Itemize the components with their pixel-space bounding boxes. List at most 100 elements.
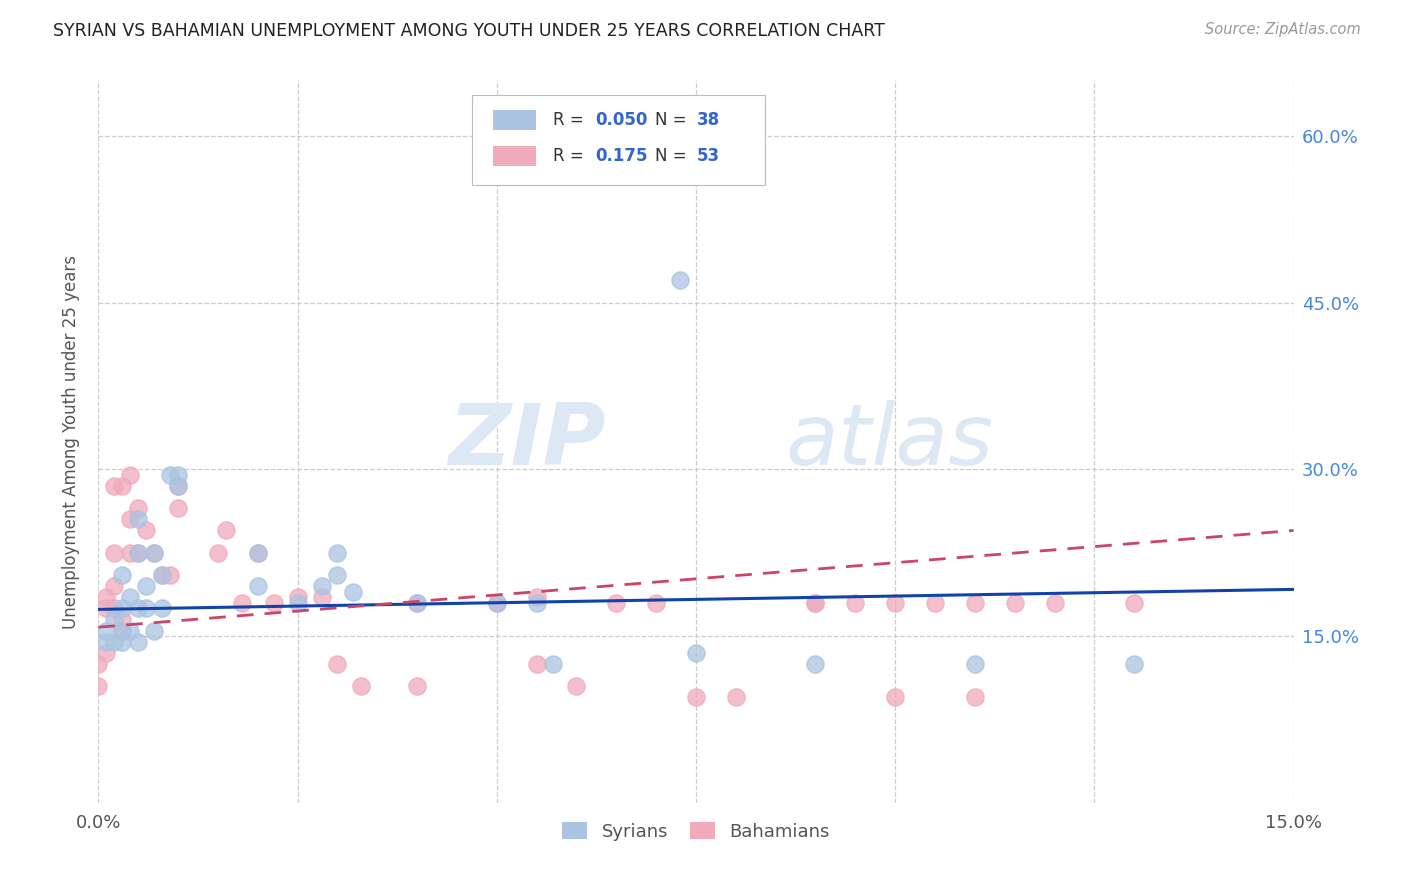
- Point: [326, 657, 349, 671]
- Point: [120, 546, 142, 560]
- Point: [87, 679, 110, 693]
- Point: [526, 657, 548, 671]
- Text: Source: ZipAtlas.com: Source: ZipAtlas.com: [1205, 22, 1361, 37]
- Point: [231, 596, 253, 610]
- Point: [350, 679, 373, 693]
- Point: [884, 596, 907, 610]
- Text: SYRIAN VS BAHAMIAN UNEMPLOYMENT AMONG YOUTH UNDER 25 YEARS CORRELATION CHART: SYRIAN VS BAHAMIAN UNEMPLOYMENT AMONG YO…: [53, 22, 886, 40]
- Point: [120, 512, 142, 526]
- Y-axis label: Unemployment Among Youth under 25 years: Unemployment Among Youth under 25 years: [62, 254, 80, 629]
- Text: 38: 38: [697, 111, 720, 129]
- Point: [844, 596, 866, 610]
- Point: [485, 596, 508, 610]
- Point: [127, 634, 149, 648]
- Point: [159, 568, 181, 582]
- Point: [326, 546, 349, 560]
- Point: [111, 624, 134, 638]
- Point: [96, 634, 118, 648]
- Point: [645, 596, 668, 610]
- Point: [406, 596, 429, 610]
- Point: [103, 479, 125, 493]
- Point: [143, 546, 166, 560]
- Point: [924, 596, 946, 610]
- Point: [509, 162, 531, 177]
- Point: [135, 579, 157, 593]
- Point: [111, 612, 134, 626]
- FancyBboxPatch shape: [472, 95, 765, 185]
- Point: [103, 612, 125, 626]
- Point: [111, 568, 134, 582]
- Point: [311, 590, 333, 604]
- Point: [103, 601, 125, 615]
- Point: [159, 467, 181, 482]
- Point: [167, 479, 190, 493]
- Point: [150, 568, 173, 582]
- Point: [96, 590, 118, 604]
- Point: [804, 596, 827, 610]
- Point: [311, 579, 333, 593]
- Point: [246, 546, 269, 560]
- Point: [127, 546, 149, 560]
- Point: [127, 601, 149, 615]
- Point: [167, 479, 190, 493]
- Point: [96, 624, 118, 638]
- Point: [96, 646, 118, 660]
- Point: [103, 634, 125, 648]
- Point: [804, 657, 827, 671]
- Point: [605, 596, 627, 610]
- Text: 0.175: 0.175: [596, 147, 648, 165]
- Point: [120, 467, 142, 482]
- Text: R =: R =: [553, 147, 589, 165]
- Point: [246, 546, 269, 560]
- Point: [150, 601, 173, 615]
- Point: [724, 690, 747, 705]
- Point: [103, 546, 125, 560]
- Point: [127, 501, 149, 516]
- Point: [103, 579, 125, 593]
- Point: [565, 679, 588, 693]
- Point: [167, 467, 190, 482]
- Text: atlas: atlas: [786, 400, 994, 483]
- Point: [541, 657, 564, 671]
- Point: [111, 634, 134, 648]
- Point: [207, 546, 229, 560]
- Point: [963, 596, 986, 610]
- Point: [263, 596, 285, 610]
- Text: N =: N =: [655, 111, 692, 129]
- Point: [326, 568, 349, 582]
- Point: [87, 657, 110, 671]
- Point: [526, 596, 548, 610]
- Point: [406, 679, 429, 693]
- Point: [1043, 596, 1066, 610]
- Point: [287, 590, 309, 604]
- Point: [804, 596, 827, 610]
- Point: [111, 479, 134, 493]
- Point: [884, 690, 907, 705]
- Point: [96, 601, 118, 615]
- Text: N =: N =: [655, 147, 692, 165]
- FancyBboxPatch shape: [494, 110, 536, 130]
- FancyBboxPatch shape: [494, 146, 536, 166]
- Point: [287, 596, 309, 610]
- Point: [135, 524, 157, 538]
- Point: [342, 584, 364, 599]
- Point: [406, 596, 429, 610]
- Text: 53: 53: [697, 147, 720, 165]
- Text: 0.050: 0.050: [596, 111, 648, 129]
- Legend: Syrians, Bahamians: Syrians, Bahamians: [555, 814, 837, 848]
- Text: ZIP: ZIP: [449, 400, 606, 483]
- Point: [669, 273, 692, 287]
- Point: [485, 596, 508, 610]
- Point: [135, 601, 157, 615]
- Point: [127, 512, 149, 526]
- Point: [526, 590, 548, 604]
- Point: [963, 657, 986, 671]
- Point: [215, 524, 238, 538]
- Point: [167, 501, 190, 516]
- Point: [127, 546, 149, 560]
- Point: [120, 624, 142, 638]
- Point: [111, 624, 134, 638]
- Point: [150, 568, 173, 582]
- Point: [685, 646, 707, 660]
- Point: [143, 624, 166, 638]
